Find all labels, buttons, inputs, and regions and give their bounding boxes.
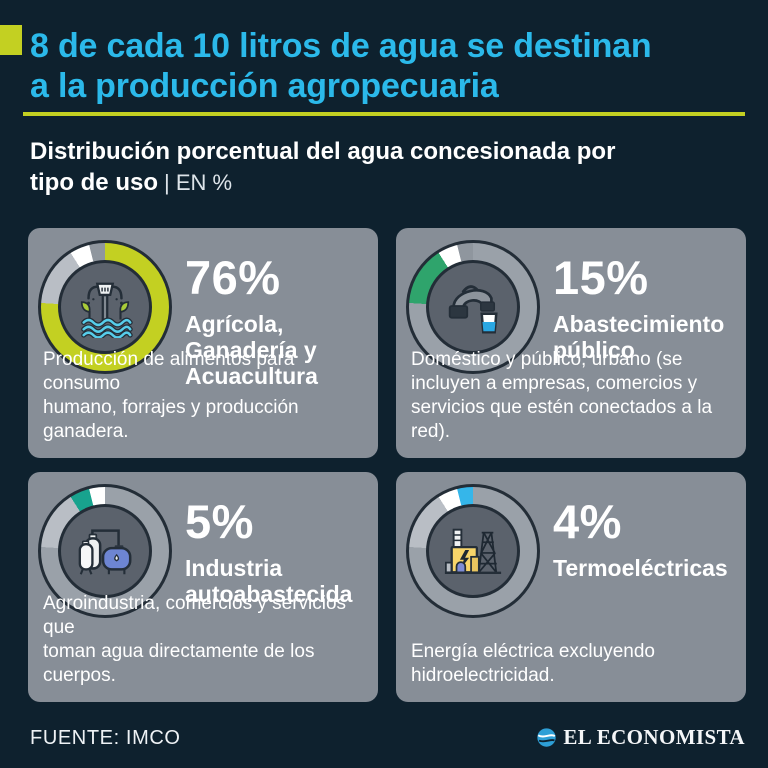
- stat-label: Abastecimiento público: [553, 311, 725, 363]
- page-title-line-1: 8 de cada 10 litros de agua se destinan: [30, 27, 652, 65]
- publisher-name: EL ECONOMISTA: [563, 725, 745, 749]
- stat-block-agricola: 76% Agrícola, Ganadería y Acuacultura: [185, 251, 368, 390]
- faucet-glass-icon: [448, 285, 498, 334]
- source-credit: FUENTE: IMCO: [30, 727, 181, 749]
- page-title: 8 de cada 10 litros de agua se destinan …: [30, 26, 652, 106]
- card-agricola: 76% Agrícola, Ganadería y Acuacultura Pr…: [28, 228, 378, 458]
- page-title-line-2: a la producción agropecuaria: [30, 67, 499, 105]
- power-plant-icon: [444, 528, 502, 574]
- donut-chart-industria: [38, 484, 172, 618]
- card-industria-autoabastecida: 5% Industria autoabastecida Agroindustri…: [28, 472, 378, 702]
- card-description: Producción de alimentos para consumo hum…: [43, 349, 299, 442]
- donut-chart-termoelectricas: [406, 484, 540, 618]
- card-abastecimiento-publico: 15% Abastecimiento público Doméstico y p…: [396, 228, 746, 458]
- publisher-logo: EL ECONOMISTA: [536, 725, 745, 750]
- industrial-pump-icon: [78, 529, 132, 575]
- chart-subtitle-line-2: tipo de uso | EN %: [30, 167, 615, 198]
- el-economista-globe-icon: [537, 728, 557, 747]
- donut-center-abastecimiento: [426, 260, 520, 354]
- chart-subtitle-bold: tipo de uso: [30, 169, 158, 196]
- stat-value: 15%: [553, 251, 649, 304]
- card-description: Doméstico y público, urbano (se incluyen…: [411, 349, 713, 442]
- stat-value: 4%: [553, 495, 622, 548]
- stat-value: 5%: [185, 495, 254, 548]
- stat-label: Termoeléctricas: [553, 555, 728, 581]
- accent-rule: [23, 112, 745, 116]
- accent-square: [0, 25, 22, 55]
- stat-value: 76%: [185, 251, 281, 304]
- card-description: Energía eléctrica excluyendo hidroelectr…: [411, 641, 655, 686]
- donut-center-industria: [58, 504, 152, 598]
- donut-center-termoelectricas: [426, 504, 520, 598]
- stat-block-abastecimiento: 15% Abastecimiento público: [553, 251, 736, 364]
- donut-chart-agricola: [38, 240, 172, 374]
- chart-unit-label: | EN %: [164, 170, 233, 195]
- stat-label: Agrícola, Ganadería y Acuacultura: [185, 311, 318, 389]
- stat-block-industria: 5% Industria autoabastecida: [185, 495, 368, 608]
- stat-label: Industria autoabastecida: [185, 555, 353, 607]
- donut-chart-abastecimiento: [406, 240, 540, 374]
- sprinkler-irrigation-icon: [80, 282, 133, 338]
- chart-subtitle: Distribución porcentual del agua concesi…: [30, 136, 615, 198]
- card-termoelectricas: 4% Termoeléctricas Energía eléctrica exc…: [396, 472, 746, 702]
- cards-grid: 76% Agrícola, Ganadería y Acuacultura Pr…: [28, 228, 746, 702]
- card-description: Agroindustria, comercios y servicios que…: [43, 593, 347, 686]
- donut-center-agricola: [58, 260, 152, 354]
- chart-subtitle-line-1: Distribución porcentual del agua concesi…: [30, 138, 616, 165]
- stat-block-termoelectricas: 4% Termoeléctricas: [553, 495, 736, 582]
